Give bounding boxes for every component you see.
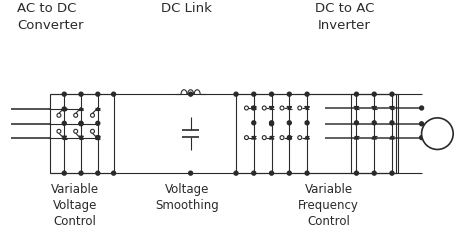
Polygon shape: [305, 107, 310, 109]
Circle shape: [234, 92, 238, 96]
Bar: [236, 94, 396, 173]
Polygon shape: [390, 136, 394, 139]
Polygon shape: [269, 136, 274, 139]
Circle shape: [62, 92, 66, 96]
Text: Variable
Voltage
Control: Variable Voltage Control: [51, 183, 99, 228]
Circle shape: [57, 113, 61, 117]
Circle shape: [112, 171, 116, 175]
Circle shape: [419, 122, 424, 126]
Circle shape: [252, 171, 256, 175]
Circle shape: [280, 106, 284, 110]
Polygon shape: [95, 108, 100, 110]
Circle shape: [62, 121, 66, 125]
Polygon shape: [79, 108, 83, 110]
Circle shape: [74, 113, 78, 117]
Text: Voltage
Smoothing: Voltage Smoothing: [155, 183, 219, 212]
Polygon shape: [62, 108, 67, 110]
Circle shape: [62, 107, 66, 111]
Circle shape: [57, 129, 61, 133]
Circle shape: [419, 136, 424, 140]
Circle shape: [305, 92, 309, 96]
Polygon shape: [269, 107, 274, 109]
Polygon shape: [372, 136, 376, 139]
Polygon shape: [390, 107, 394, 109]
Circle shape: [270, 122, 273, 126]
Circle shape: [252, 92, 256, 96]
Bar: [350, 94, 398, 173]
Circle shape: [262, 136, 266, 140]
Circle shape: [189, 171, 192, 175]
Circle shape: [305, 171, 309, 175]
Text: M: M: [430, 126, 445, 141]
Circle shape: [96, 171, 100, 175]
Polygon shape: [305, 136, 310, 139]
Circle shape: [372, 171, 376, 175]
Polygon shape: [354, 136, 359, 139]
Circle shape: [298, 136, 302, 140]
Bar: [50, 94, 114, 173]
Circle shape: [252, 121, 256, 125]
Circle shape: [390, 121, 394, 125]
Polygon shape: [287, 107, 292, 109]
Text: DC Link: DC Link: [161, 2, 212, 15]
Circle shape: [419, 106, 424, 110]
Circle shape: [287, 92, 292, 96]
Circle shape: [305, 121, 309, 125]
Circle shape: [91, 129, 94, 133]
Circle shape: [79, 171, 83, 175]
Polygon shape: [62, 136, 67, 139]
Circle shape: [245, 136, 248, 140]
Circle shape: [96, 92, 100, 96]
Polygon shape: [287, 136, 292, 139]
Circle shape: [79, 122, 83, 126]
Circle shape: [390, 171, 394, 175]
Polygon shape: [354, 107, 359, 109]
Circle shape: [74, 129, 78, 133]
Polygon shape: [251, 107, 256, 109]
Circle shape: [91, 113, 94, 117]
Circle shape: [245, 106, 248, 110]
Circle shape: [287, 121, 292, 125]
Circle shape: [96, 121, 100, 125]
Circle shape: [355, 92, 358, 96]
Polygon shape: [95, 136, 100, 139]
Circle shape: [280, 136, 284, 140]
Circle shape: [262, 106, 266, 110]
Polygon shape: [251, 136, 256, 139]
Polygon shape: [372, 107, 376, 109]
Circle shape: [355, 121, 358, 125]
Circle shape: [79, 92, 83, 96]
Circle shape: [252, 106, 256, 110]
Circle shape: [96, 136, 100, 140]
Circle shape: [189, 92, 192, 96]
Circle shape: [355, 171, 358, 175]
Polygon shape: [79, 136, 83, 139]
Circle shape: [270, 121, 273, 125]
Circle shape: [62, 171, 66, 175]
Text: Variable
Frequency
Control: Variable Frequency Control: [298, 183, 359, 228]
Circle shape: [372, 92, 376, 96]
Circle shape: [421, 118, 453, 150]
Text: AC to DC
Converter: AC to DC Converter: [17, 2, 83, 32]
Circle shape: [79, 121, 83, 125]
Circle shape: [298, 106, 302, 110]
Circle shape: [234, 171, 238, 175]
Circle shape: [287, 171, 292, 175]
Circle shape: [390, 92, 394, 96]
Circle shape: [112, 92, 116, 96]
Circle shape: [270, 171, 273, 175]
Circle shape: [270, 92, 273, 96]
Text: DC to AC
Inverter: DC to AC Inverter: [315, 2, 374, 32]
Circle shape: [372, 121, 376, 125]
Circle shape: [287, 136, 292, 140]
